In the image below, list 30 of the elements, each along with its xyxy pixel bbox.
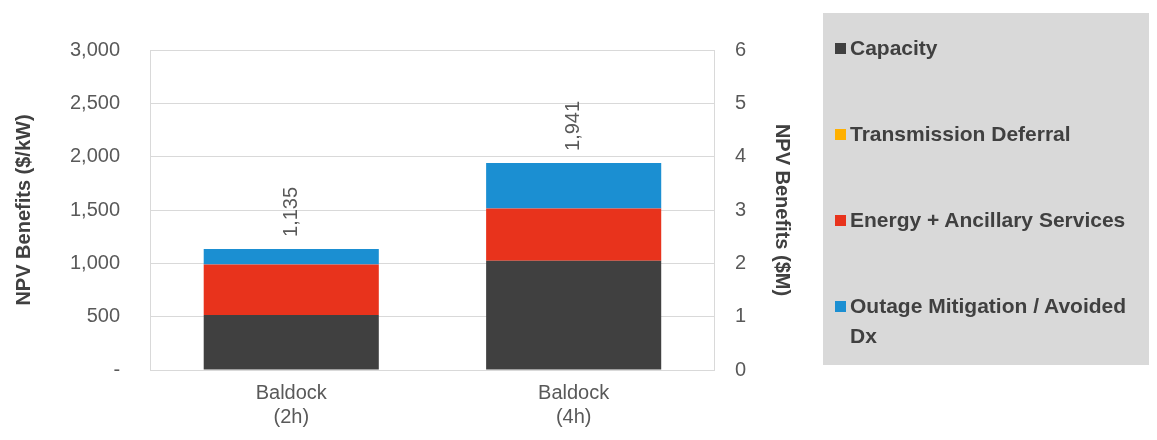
y-tick-label: 3,000: [69, 37, 121, 60]
x-tick-label: Baldock (4h): [538, 380, 611, 427]
total-label: 1,135: [278, 186, 301, 237]
bar: [486, 162, 662, 209]
total-label: 1,941: [561, 100, 584, 151]
y2-tick-label: 0: [734, 357, 746, 380]
legend-label: Transmission Deferral: [850, 121, 1071, 147]
bar: [203, 264, 379, 316]
y-tick-label: 2,000: [69, 144, 121, 167]
bar: [486, 208, 662, 261]
y2-tick-label: 5: [734, 90, 746, 113]
legend-label: Capacity: [850, 35, 938, 61]
bar: [486, 260, 662, 370]
y2-tick-label: 2: [734, 250, 746, 273]
legend-label: Outage Mitigation / Avoided Dx: [850, 293, 1128, 349]
y2-tick-label: 3: [734, 197, 746, 220]
y2-tick-label: 4: [734, 144, 746, 167]
y2-axis-title: NPV Benefits ($M): [772, 123, 795, 297]
legend-label: Energy + Ancillary Services: [850, 207, 1126, 233]
y-tick-label: 1,500: [69, 197, 121, 220]
y-axis-title: NPV Benefits ($/kW): [11, 114, 34, 306]
y-tick-label: 2,500: [69, 90, 121, 113]
bar: [203, 315, 379, 370]
bar: [203, 248, 379, 265]
x-tick-label: Baldock (2h): [255, 380, 328, 427]
y-tick-label: 500: [86, 304, 121, 327]
y-tick-label: 1,000: [69, 250, 121, 273]
y2-tick-label: 1: [734, 304, 746, 327]
y-tick-label: -: [113, 357, 121, 380]
y2-tick-label: 6: [734, 37, 746, 60]
